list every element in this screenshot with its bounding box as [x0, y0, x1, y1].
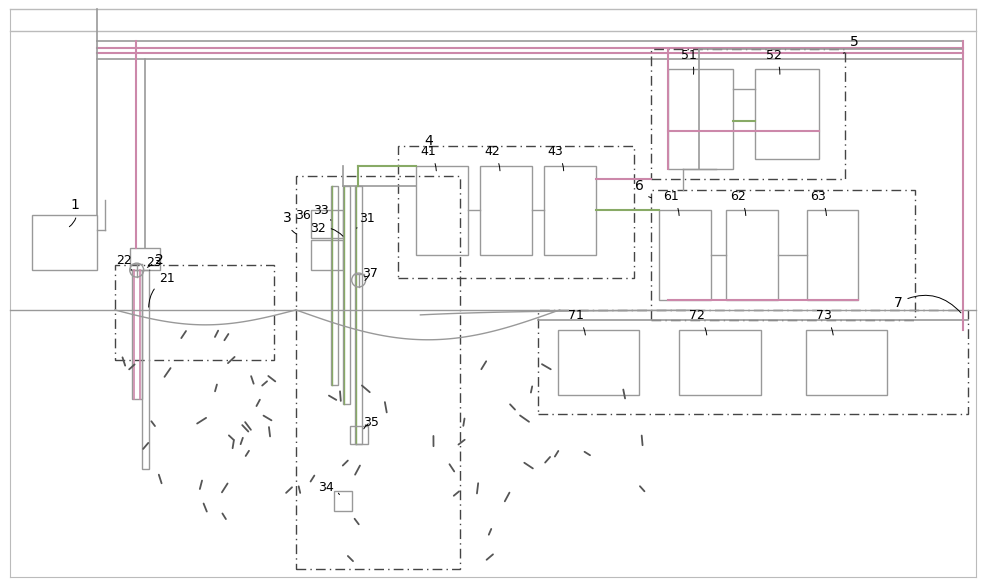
Text: 4: 4 — [424, 134, 433, 151]
Text: 32: 32 — [310, 222, 343, 236]
Text: 61: 61 — [663, 190, 679, 216]
Bar — [142, 270, 149, 469]
Text: 63: 63 — [811, 190, 826, 216]
Bar — [558, 330, 639, 394]
Text: 3: 3 — [283, 211, 296, 234]
Bar — [807, 211, 858, 300]
Text: 22: 22 — [116, 254, 132, 270]
Text: 6: 6 — [635, 178, 652, 198]
Bar — [311, 211, 343, 238]
Bar — [755, 69, 819, 159]
Text: 31: 31 — [357, 212, 375, 228]
Text: 2: 2 — [150, 253, 164, 270]
Bar — [651, 49, 845, 178]
Bar — [331, 185, 338, 384]
Bar — [334, 491, 352, 511]
Bar — [350, 426, 368, 444]
Bar — [130, 248, 160, 270]
Text: 71: 71 — [568, 309, 585, 335]
Text: 52: 52 — [766, 49, 782, 74]
Bar — [806, 330, 887, 394]
Text: 21: 21 — [149, 271, 174, 307]
Text: 33: 33 — [313, 204, 331, 221]
Bar — [115, 265, 274, 360]
Text: 41: 41 — [420, 145, 436, 171]
Text: 35: 35 — [363, 416, 379, 429]
Text: 36: 36 — [295, 209, 313, 225]
Bar — [679, 330, 761, 394]
Text: 23: 23 — [146, 256, 162, 269]
Bar — [355, 185, 362, 444]
Bar — [480, 166, 532, 255]
Bar — [311, 240, 343, 270]
Text: 43: 43 — [548, 145, 564, 171]
Bar — [398, 146, 634, 278]
Text: 1: 1 — [69, 198, 79, 227]
Text: 34: 34 — [318, 480, 339, 494]
Text: 51: 51 — [681, 49, 697, 74]
Bar — [132, 270, 142, 400]
Text: 73: 73 — [816, 309, 833, 335]
Bar — [544, 166, 596, 255]
Text: 7: 7 — [894, 295, 961, 313]
Text: 42: 42 — [484, 145, 500, 171]
Text: 5: 5 — [843, 35, 859, 53]
Bar — [538, 310, 968, 414]
Bar — [32, 215, 97, 270]
Bar — [668, 69, 733, 168]
Bar — [651, 191, 915, 320]
Bar — [726, 211, 778, 300]
Bar — [343, 185, 350, 404]
Text: 72: 72 — [689, 309, 707, 335]
Text: 62: 62 — [730, 190, 746, 216]
Bar — [659, 211, 711, 300]
Bar — [296, 176, 460, 569]
Text: 37: 37 — [362, 267, 378, 280]
Bar — [416, 166, 468, 255]
